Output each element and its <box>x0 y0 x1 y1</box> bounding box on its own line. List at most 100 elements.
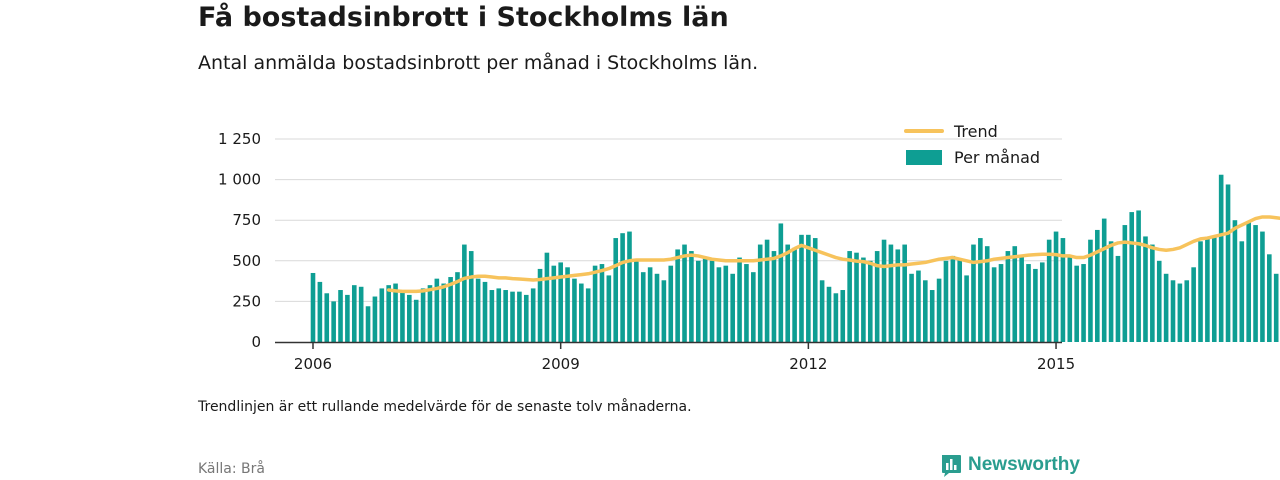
bar <box>358 286 364 342</box>
legend: Trend Per månad <box>904 122 1040 167</box>
bar <box>881 239 887 342</box>
bar <box>468 251 474 342</box>
bar <box>778 223 784 342</box>
bar <box>964 275 969 342</box>
bar <box>620 233 625 342</box>
bar <box>695 260 701 342</box>
bar <box>1081 264 1086 342</box>
bar <box>909 273 914 342</box>
bar <box>1260 231 1265 342</box>
bar <box>572 278 577 342</box>
bar <box>1253 225 1258 342</box>
y-tick-label: 1 250 <box>218 130 261 148</box>
trend-series <box>386 215 1280 294</box>
bar <box>916 270 921 342</box>
bar <box>847 251 852 342</box>
bar <box>1170 280 1176 342</box>
bar <box>393 283 398 342</box>
bar <box>372 296 378 342</box>
bar <box>730 273 735 342</box>
brand-name: Newsworthy <box>968 454 1080 475</box>
bar <box>737 257 742 342</box>
chart-title: Få bostadsinbrott i Stockholms län <box>198 2 729 33</box>
bar <box>1143 236 1148 342</box>
bar <box>1033 268 1038 342</box>
x-tick-label: 2009 <box>542 355 580 373</box>
bar <box>929 290 935 342</box>
bar <box>1095 229 1100 342</box>
bar <box>874 251 880 342</box>
bar <box>1191 267 1196 342</box>
bar <box>462 244 467 342</box>
bar <box>998 264 1004 342</box>
bar <box>413 299 419 342</box>
chart-subtitle: Antal anmälda bostadsinbrott per månad i… <box>198 52 759 74</box>
bar <box>661 280 667 342</box>
bar <box>950 255 956 342</box>
bar <box>523 294 529 342</box>
bar <box>1150 244 1155 342</box>
bar <box>647 267 653 342</box>
bar <box>1205 238 1210 342</box>
bar-series <box>310 174 1279 342</box>
bar <box>331 301 336 342</box>
bar <box>812 238 818 342</box>
bar <box>420 288 426 342</box>
bar <box>640 272 646 342</box>
bar <box>757 244 763 342</box>
bar <box>675 249 680 342</box>
bar <box>1218 174 1224 342</box>
bar <box>1129 212 1135 342</box>
bar <box>1267 254 1272 342</box>
bar <box>544 252 550 342</box>
bar <box>991 267 997 342</box>
bar <box>448 277 453 342</box>
bar <box>689 251 694 342</box>
bar <box>345 294 350 342</box>
bar <box>806 234 811 342</box>
bar <box>455 272 460 342</box>
bar <box>902 244 907 342</box>
bar <box>503 290 508 342</box>
y-tick-label: 1 000 <box>218 171 261 189</box>
bar <box>1136 210 1141 342</box>
bar <box>441 283 447 342</box>
bar <box>427 285 433 342</box>
bar <box>627 231 632 342</box>
bar <box>434 278 440 342</box>
bar <box>530 288 536 342</box>
bar <box>1184 280 1190 342</box>
source-label: Källa: Brå <box>198 461 265 477</box>
brand-logo[interactable]: Newsworthy <box>940 450 1080 480</box>
bar <box>407 294 412 342</box>
bar <box>551 265 557 342</box>
legend-bar-label: Per månad <box>954 148 1040 167</box>
bar <box>351 285 357 342</box>
bar <box>1019 255 1024 342</box>
bar <box>1046 239 1052 342</box>
bar <box>943 260 949 342</box>
bar <box>833 293 839 342</box>
bar-chart-bubble-icon <box>942 455 961 477</box>
x-tick-label: 2012 <box>789 355 827 373</box>
bar <box>489 290 495 342</box>
bar <box>634 260 639 342</box>
bar <box>723 265 729 342</box>
bar <box>1115 255 1121 342</box>
bar <box>585 288 591 342</box>
y-tick-label: 750 <box>232 211 261 229</box>
bar <box>1211 236 1217 342</box>
bar <box>785 244 791 342</box>
bar <box>957 259 963 342</box>
bar <box>565 267 570 342</box>
x-tick-label: 2015 <box>1037 355 1075 373</box>
bar <box>338 290 343 342</box>
bar <box>482 281 488 342</box>
bar <box>1039 262 1045 342</box>
bar <box>923 280 928 342</box>
bar <box>744 264 749 342</box>
bar <box>854 252 859 342</box>
y-tick-label: 250 <box>232 292 261 310</box>
bar <box>1026 264 1031 342</box>
